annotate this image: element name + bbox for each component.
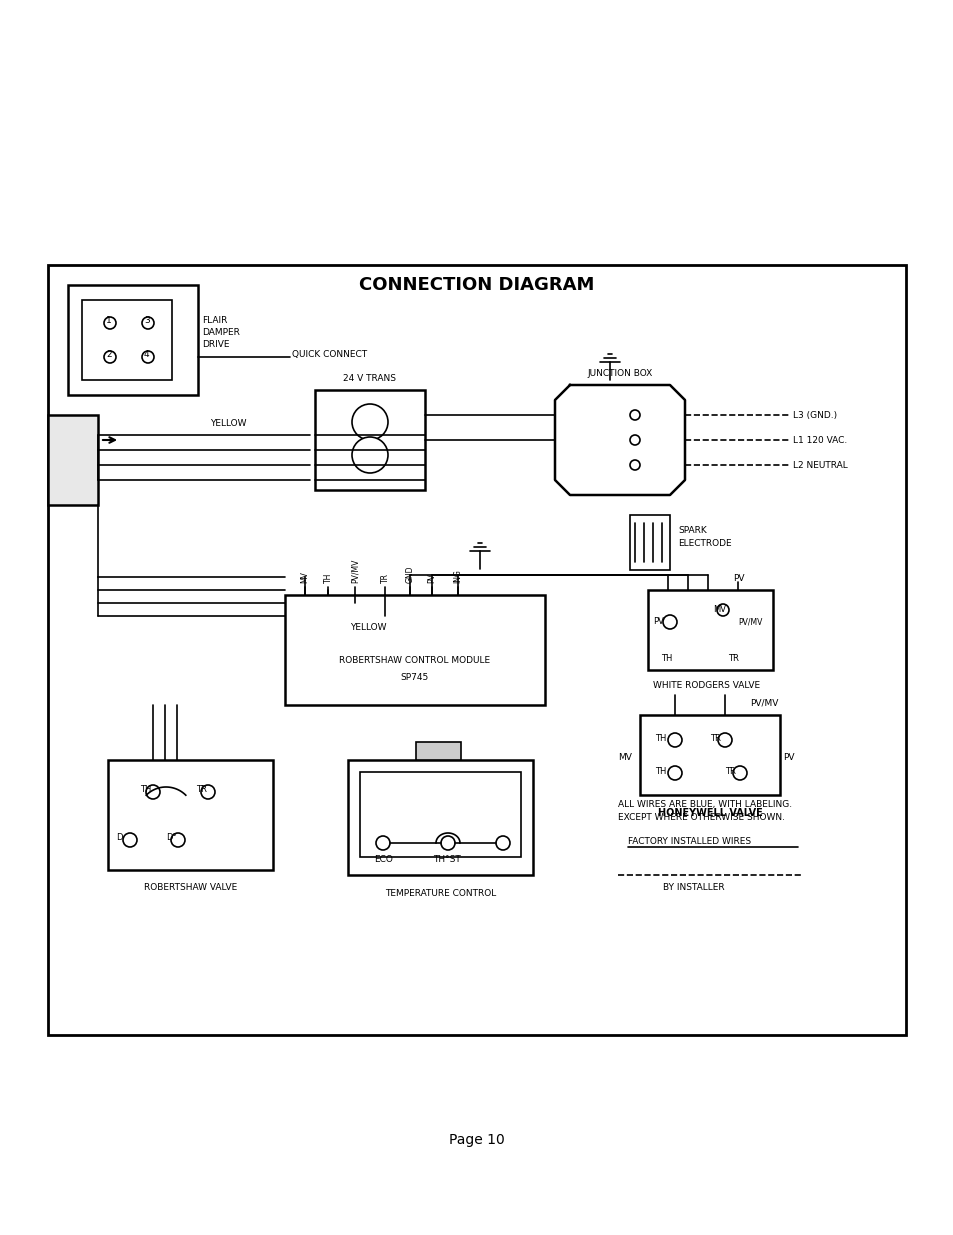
- Text: ING: ING: [453, 569, 462, 583]
- Text: EXCEPT WHERE OTHERWISE SHOWN.: EXCEPT WHERE OTHERWISE SHOWN.: [618, 814, 784, 823]
- Text: TR: TR: [727, 653, 739, 662]
- Text: YELLOW: YELLOW: [210, 419, 246, 427]
- Bar: [314, 390, 424, 490]
- Text: HONEYWELL VALVE: HONEYWELL VALVE: [657, 808, 761, 818]
- Text: TR: TR: [724, 767, 735, 776]
- Text: TH: TH: [323, 573, 333, 583]
- Circle shape: [629, 435, 639, 445]
- Text: MV: MV: [618, 752, 631, 762]
- Text: ROBERTSHAW CONTROL MODULE: ROBERTSHAW CONTROL MODULE: [339, 656, 490, 664]
- Text: TH: TH: [140, 785, 152, 794]
- Text: JUNCTION BOX: JUNCTION BOX: [587, 368, 652, 378]
- Text: L3 (GND.): L3 (GND.): [792, 410, 836, 420]
- Text: GND: GND: [405, 566, 414, 583]
- Text: WHITE RODGERS VALVE: WHITE RODGERS VALVE: [652, 680, 760, 689]
- Circle shape: [104, 317, 116, 329]
- Text: DAMPER: DAMPER: [202, 327, 239, 336]
- Circle shape: [352, 404, 388, 440]
- Text: YELLOW: YELLOW: [350, 622, 386, 631]
- Circle shape: [662, 615, 677, 629]
- Circle shape: [732, 766, 746, 781]
- Text: 3: 3: [144, 315, 150, 325]
- Circle shape: [123, 832, 137, 847]
- Circle shape: [171, 832, 185, 847]
- Text: TH: TH: [655, 767, 666, 776]
- Text: TR: TR: [380, 573, 389, 583]
- Bar: [647, 590, 772, 671]
- Text: ECO: ECO: [374, 856, 393, 864]
- Text: PV/MV: PV/MV: [350, 558, 359, 583]
- Text: 1: 1: [106, 315, 112, 325]
- Text: PV: PV: [732, 573, 743, 583]
- Bar: [48, 415, 98, 505]
- Circle shape: [718, 734, 731, 747]
- Text: TH: TH: [660, 653, 672, 662]
- Circle shape: [667, 734, 681, 747]
- Bar: [68, 285, 198, 395]
- Text: TH: TH: [655, 734, 666, 742]
- Text: MV: MV: [300, 571, 309, 583]
- Text: PV/MV: PV/MV: [738, 618, 761, 626]
- Text: D: D: [116, 834, 122, 842]
- Text: SP745: SP745: [400, 673, 429, 682]
- Text: PV: PV: [782, 752, 794, 762]
- Text: L1 120 VAC.: L1 120 VAC.: [792, 436, 846, 445]
- Circle shape: [375, 836, 390, 850]
- Text: PV: PV: [652, 616, 663, 625]
- Bar: [359, 772, 520, 857]
- Text: PV: PV: [427, 573, 436, 583]
- Text: 2: 2: [106, 350, 112, 358]
- Text: PV/MV: PV/MV: [749, 699, 778, 708]
- Text: 24 V TRANS: 24 V TRANS: [343, 373, 396, 383]
- Circle shape: [629, 410, 639, 420]
- Circle shape: [440, 836, 455, 850]
- Text: ALL WIRES ARE BLUE, WITH LABELING.: ALL WIRES ARE BLUE, WITH LABELING.: [618, 800, 791, 809]
- Circle shape: [201, 785, 214, 799]
- Text: BY INSTALLER: BY INSTALLER: [662, 883, 724, 893]
- Bar: [416, 742, 460, 760]
- Circle shape: [629, 459, 639, 471]
- Text: DRIVE: DRIVE: [202, 340, 230, 348]
- Bar: [48, 266, 905, 1035]
- Text: TEMPERATURE CONTROL: TEMPERATURE CONTROL: [384, 888, 496, 898]
- Text: MV: MV: [712, 604, 725, 614]
- Text: SPARK: SPARK: [678, 526, 706, 535]
- Text: 4: 4: [144, 350, 150, 358]
- Bar: [285, 595, 544, 705]
- Bar: [82, 300, 172, 380]
- Circle shape: [667, 766, 681, 781]
- Bar: [108, 760, 273, 869]
- Text: D°: D°: [166, 834, 176, 842]
- Circle shape: [496, 836, 510, 850]
- Text: L2 NEUTRAL: L2 NEUTRAL: [792, 461, 847, 469]
- Bar: [348, 760, 533, 876]
- Circle shape: [146, 785, 160, 799]
- Text: TH°ST: TH°ST: [433, 856, 460, 864]
- Text: TR: TR: [195, 785, 207, 794]
- Text: TR: TR: [709, 734, 720, 742]
- Circle shape: [104, 351, 116, 363]
- Text: CONNECTION DIAGRAM: CONNECTION DIAGRAM: [359, 275, 594, 294]
- Circle shape: [352, 437, 388, 473]
- Text: Page 10: Page 10: [449, 1132, 504, 1147]
- Circle shape: [717, 604, 728, 616]
- Bar: [629, 515, 669, 571]
- Text: FACTORY INSTALLED WIRES: FACTORY INSTALLED WIRES: [627, 837, 750, 846]
- Text: FLAIR: FLAIR: [202, 315, 227, 325]
- Bar: [639, 715, 780, 795]
- Text: ROBERTSHAW VALVE: ROBERTSHAW VALVE: [144, 883, 237, 893]
- Circle shape: [142, 351, 153, 363]
- Text: QUICK CONNECT: QUICK CONNECT: [292, 350, 367, 358]
- Circle shape: [142, 317, 153, 329]
- Text: ELECTRODE: ELECTRODE: [678, 538, 731, 547]
